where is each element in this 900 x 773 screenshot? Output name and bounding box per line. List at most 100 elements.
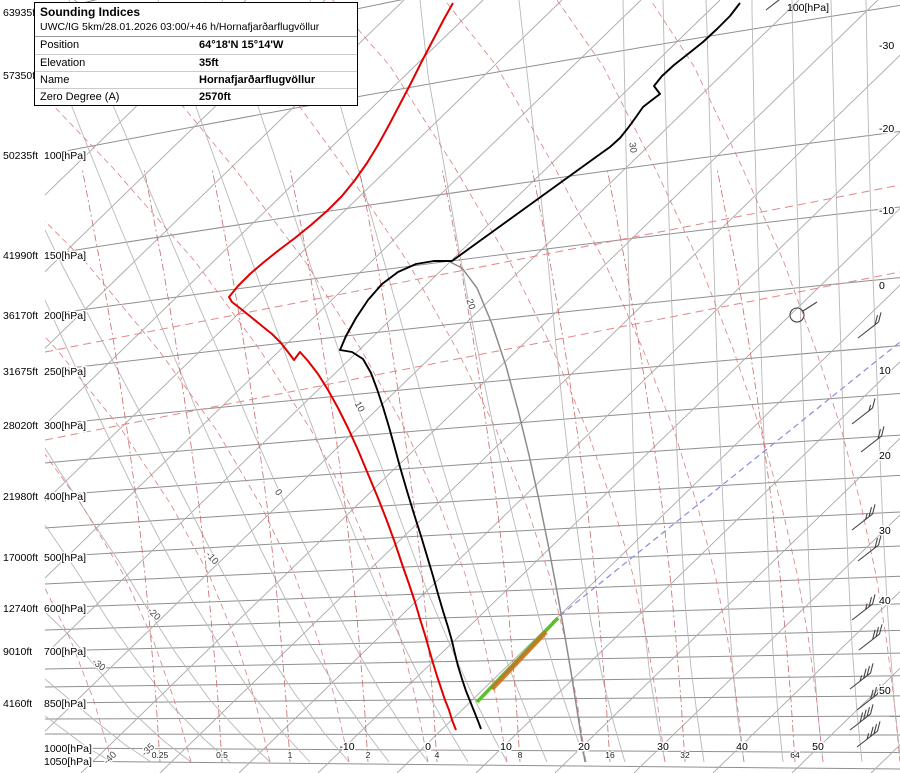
right-temperature-label: 20 — [879, 450, 891, 462]
moist-adiabat-line — [444, 0, 745, 763]
altitude-axis-label: 31675ft — [3, 366, 38, 378]
pressure-axis-label: 500[hPa] — [44, 552, 86, 564]
mixing-ratio-label: 1 — [288, 750, 293, 760]
pressure-axis-label: 600[hPa] — [44, 603, 86, 615]
bottom-temperature-label: 10 — [500, 741, 512, 753]
altitude-axis-label: 50235ft — [3, 150, 38, 162]
highlight-orange-segment — [490, 630, 548, 691]
info-value: Hornafjarðarflugvöllur — [199, 73, 316, 86]
dry-adiabat-line — [751, 0, 784, 763]
bottom-temperature-label: 0 — [425, 741, 431, 753]
mixing-ratio-line — [716, 167, 796, 763]
pressure-axis-label: 1050[hPa] — [44, 756, 92, 768]
pressure-axis-label: 100[hPa] — [44, 150, 86, 162]
dry-adiabat-line — [45, 611, 192, 763]
mixing-ratio-line — [211, 167, 291, 763]
right-temperature-label: 0 — [879, 280, 885, 292]
pressure-axis-label: 1000[hPa] — [44, 743, 92, 755]
isotherm-line — [633, 514, 900, 773]
moist-adiabat-line — [45, 96, 429, 763]
top-right-pressure-label: 100[hPa] — [787, 2, 830, 14]
isobar-line — [45, 345, 900, 426]
altitude-axis-label: 28020ft — [3, 420, 38, 432]
info-box-subtitle: UWC/IG 5km/28.01.2026 03:00/+46 h/Hornaf… — [35, 21, 357, 38]
altitude-axis-label: 57350ft — [3, 70, 38, 82]
mixing-ratio-label: 2 — [366, 750, 371, 760]
aux-red-dashed-line — [45, 184, 900, 353]
mixing-ratio-label: 8 — [518, 750, 523, 760]
bottom-temperature-label: -10 — [339, 741, 354, 753]
moist-adiabat-line — [74, 0, 508, 763]
info-row-elevation: Elevation 35ft — [35, 55, 357, 72]
isotherm-line — [45, 0, 642, 579]
bottom-temperature-label: 30 — [657, 741, 669, 753]
isotherm-line — [45, 0, 721, 656]
isotherm-line — [80, 0, 879, 773]
pressure-axis-label: 400[hPa] — [44, 491, 86, 503]
info-value: 64°18'N 15°14'W — [199, 39, 284, 52]
isotherm-line — [45, 0, 326, 273]
dry-adiabat-line — [622, 0, 666, 763]
mixing-ratio-label: 16 — [605, 750, 615, 760]
info-value: 35ft — [199, 56, 219, 69]
pressure-axis-label: 300[hPa] — [44, 420, 86, 432]
dry-adiabat-line — [45, 678, 152, 763]
moist-adiabat-line — [650, 0, 900, 763]
dry-adiabat-line — [45, 524, 231, 763]
adiabat-theta-label: 10 — [352, 400, 367, 415]
info-value: 2570ft — [199, 91, 231, 104]
adiabat-theta-label: 0 — [272, 487, 284, 498]
moist-adiabat-line — [331, 0, 666, 763]
right-temperature-label: -20 — [879, 123, 894, 135]
right-temperature-label: 40 — [879, 595, 891, 607]
altitude-axis-label: 36170ft — [3, 310, 38, 322]
pressure-axis-label: 250[hPa] — [44, 366, 86, 378]
isotherm-line — [45, 0, 247, 196]
isotherm-line — [159, 54, 900, 773]
mixing-ratio-label: 4 — [435, 750, 440, 760]
right-temperature-label: 50 — [879, 685, 891, 697]
parcel-curve — [449, 261, 586, 763]
mixing-ratio-line — [143, 167, 223, 763]
mixing-ratio-line — [441, 167, 521, 763]
adiabat-theta-label: 20 — [464, 297, 478, 310]
isotherm-line — [475, 361, 900, 773]
altitude-axis-label: 9010ft — [3, 646, 32, 658]
pressure-axis-label: 150[hPa] — [44, 250, 86, 262]
altitude-axis-label: 21980ft — [3, 491, 38, 503]
altitude-axis-label: 41990ft — [3, 250, 38, 262]
isobar-line — [45, 747, 900, 754]
altitude-axis-label: 12740ft — [3, 603, 38, 615]
isotherm-line — [870, 744, 900, 773]
dry-adiabat-line — [45, 299, 311, 763]
pressure-axis-label: 850[hPa] — [44, 698, 86, 710]
pressure-axis-label: 700[hPa] — [44, 646, 86, 658]
aux-red-dashed-line — [45, 271, 900, 441]
right-temperature-label: 10 — [879, 365, 891, 377]
moist-adiabat-line — [45, 220, 350, 763]
isobar-line — [45, 733, 900, 736]
mixing-ratio-label: 64 — [790, 750, 800, 760]
isobar-line — [45, 760, 900, 770]
mixing-ratio-label: 32 — [680, 750, 690, 760]
isobar-line — [45, 474, 900, 529]
mixing-ratio-label: 0.5 — [216, 750, 228, 760]
altitude-axis-label: 17000ft — [3, 552, 38, 564]
isotherm-line — [396, 284, 900, 773]
info-label: Position — [40, 39, 80, 52]
dry-adiabat-line — [791, 0, 824, 763]
info-label: Zero Degree (A) — [40, 91, 120, 104]
adiabat-theta-label: -30 — [90, 656, 108, 673]
dry-adiabat-line — [419, 0, 587, 763]
info-box-title: Sounding Indices — [40, 5, 141, 19]
mixing-ratio-label: 0.25 — [152, 750, 169, 760]
mixing-ratio-line — [289, 167, 369, 763]
isotherm-line — [45, 0, 405, 349]
isotherm-line — [45, 0, 563, 503]
altitude-axis-label: 63935ft — [3, 7, 38, 19]
info-label: Name — [40, 73, 70, 86]
temperature-curve — [339, 2, 741, 730]
